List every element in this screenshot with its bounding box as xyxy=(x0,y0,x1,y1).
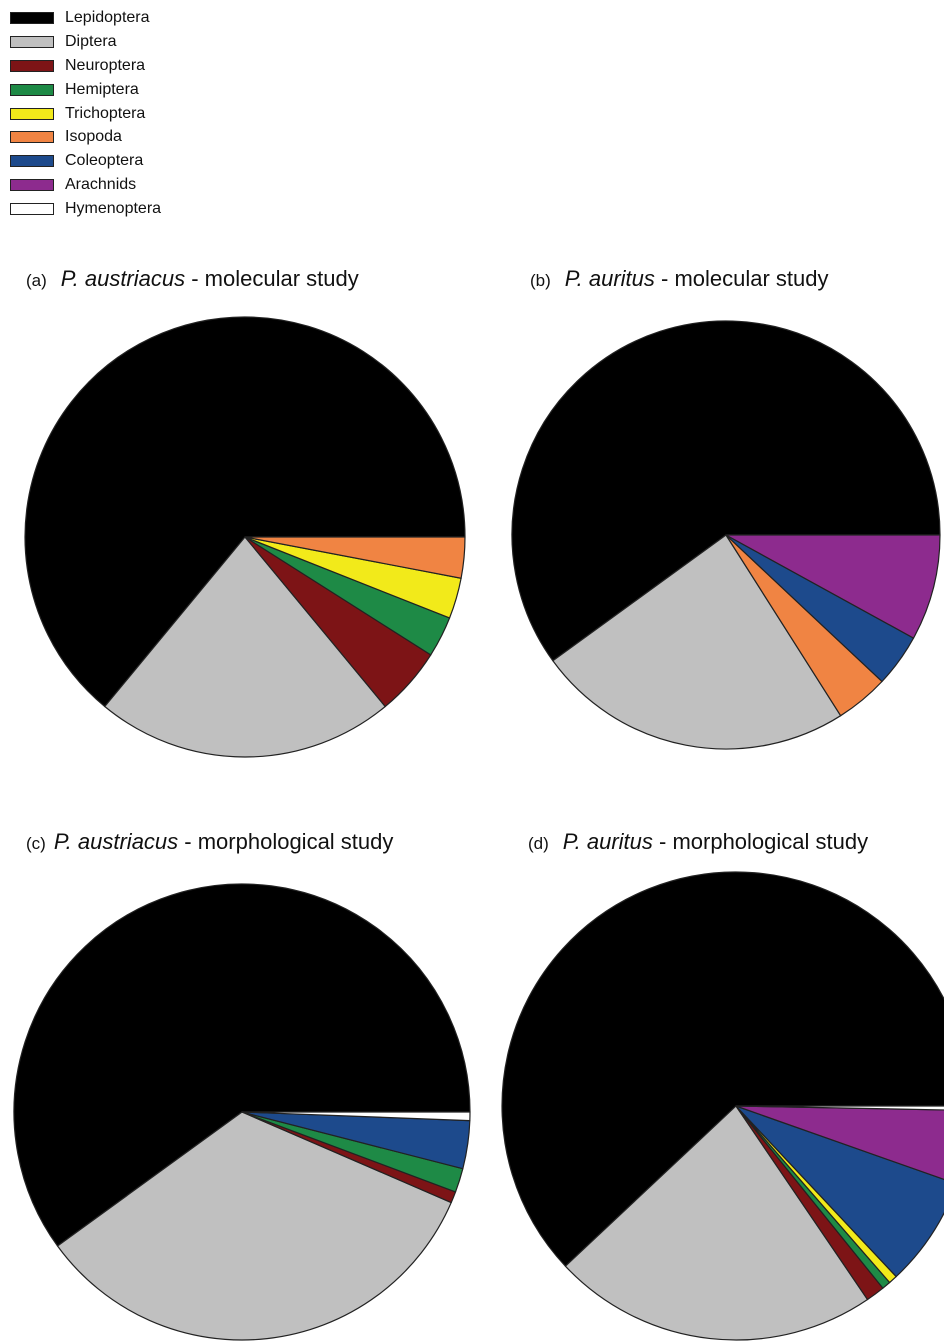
panel-species: P. austriacus xyxy=(53,829,179,854)
panel-letter: (d) xyxy=(528,834,549,853)
pie-slice-lepidoptera xyxy=(13,883,471,1247)
legend-label: Neuroptera xyxy=(65,56,146,74)
panel-study: - molecular study xyxy=(185,266,359,291)
pie-chart-a xyxy=(24,316,466,758)
pie-chart-d xyxy=(501,871,944,1341)
pie-slice-lepidoptera xyxy=(24,316,466,708)
panel-title-b: (b) P. auritus - molecular study xyxy=(530,266,829,292)
pie-slice-diptera xyxy=(552,534,842,750)
pie-chart-b xyxy=(511,320,941,750)
legend-item-arachnids: Arachnids xyxy=(10,173,161,197)
legend-swatch xyxy=(10,35,54,48)
panel-study: - morphological study xyxy=(178,829,394,854)
legend-item-neuroptera: Neuroptera xyxy=(10,54,161,78)
panel-letter: (c) xyxy=(26,834,46,853)
pie-slice-coleoptera xyxy=(735,1105,944,1278)
legend-swatch xyxy=(10,107,54,120)
pie-slice-lepidoptera xyxy=(501,871,944,1267)
panel-study: - molecular study xyxy=(654,266,829,291)
legend-item-trichoptera: Trichoptera xyxy=(10,102,161,126)
pie-slice-diptera xyxy=(56,1111,452,1341)
legend-item-isopoda: Isopoda xyxy=(10,125,161,149)
pie-slice-arachnids xyxy=(725,534,941,639)
legend-swatch xyxy=(10,59,54,72)
pie-slice-hymenoptera xyxy=(241,1111,471,1122)
legend-label: Hymenoptera xyxy=(65,200,162,218)
pie-slice-hymenoptera xyxy=(735,1105,944,1111)
legend-item-hymenoptera: Hymenoptera xyxy=(10,197,161,221)
legend-swatch xyxy=(10,83,54,96)
pie-slice-arachnids xyxy=(735,1105,944,1181)
legend-swatch xyxy=(10,11,54,24)
legend: Lepidoptera Diptera Neuroptera Hemiptera Tri… xyxy=(10,6,161,221)
panel-species: P. auritus xyxy=(564,266,655,291)
legend-item-lepidoptera: Lepidoptera xyxy=(10,6,161,30)
legend-swatch xyxy=(10,155,54,168)
legend-swatch xyxy=(10,131,54,144)
panel-title-a: (a) P. austriacus - molecular study xyxy=(26,266,359,292)
panel-letter: (a) xyxy=(26,271,47,290)
panel-study: - morphological study xyxy=(652,829,869,854)
legend-label: Trichoptera xyxy=(65,104,146,122)
legend-label: Coleoptera xyxy=(65,152,144,170)
legend-swatch xyxy=(10,179,54,192)
pie-slice-isopoda xyxy=(244,536,466,579)
pie-slice-diptera xyxy=(104,536,386,758)
legend-label: Hemiptera xyxy=(65,80,139,98)
legend-item-diptera: Diptera xyxy=(10,30,161,54)
panel-species: P. austriacus xyxy=(60,266,186,291)
pie-chart-c xyxy=(13,883,471,1341)
legend-label: Lepidoptera xyxy=(65,8,150,26)
panel-letter: (b) xyxy=(530,271,551,290)
legend-swatch xyxy=(10,203,54,216)
panel-title-d: (d) P. auritus - morphological study xyxy=(528,829,868,855)
pie-slice-lepidoptera xyxy=(511,320,941,662)
panel-title-c: (c) P. austriacus - morphological study xyxy=(26,829,393,855)
legend-label: Arachnids xyxy=(65,176,137,194)
legend-label: Isopoda xyxy=(65,128,122,146)
legend-item-coleoptera: Coleoptera xyxy=(10,149,161,173)
pie-slice-diptera xyxy=(564,1105,869,1341)
legend-label: Diptera xyxy=(65,32,117,50)
legend-item-hemiptera: Hemiptera xyxy=(10,78,161,102)
panel-species: P. auritus xyxy=(562,829,653,854)
